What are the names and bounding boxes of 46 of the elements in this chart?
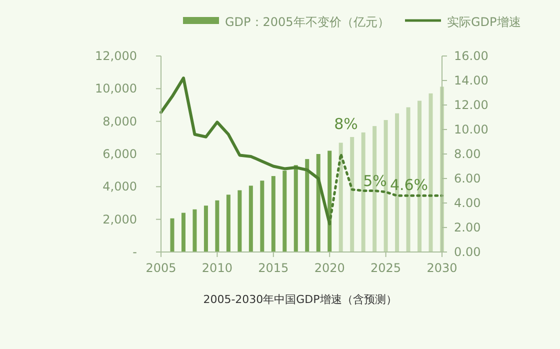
y-tick-label: 12,000 [95,49,137,63]
annotation: 5% [363,172,387,190]
bar [271,176,276,252]
bar [204,206,208,252]
y2-tick-label: 16.00 [454,49,488,63]
y-tick-label: 2,000 [102,212,137,226]
y2-tick-label: 8.00 [454,147,481,161]
x-tick-label: 2010 [202,261,232,275]
bar [181,212,186,252]
bar [294,165,298,252]
y-tick-label: 10,000 [95,82,137,96]
x-tick-label: 2020 [314,261,345,275]
x-tick-label: 2005 [146,261,176,275]
legend-label: 实际GDP增速 [447,15,521,29]
y-tick-label: 8,000 [102,114,137,128]
bar [248,186,253,252]
annotation: 8% [334,115,358,133]
y2-tick-label: 6.00 [454,172,481,186]
x-tick-label: 2015 [258,261,289,275]
bar [316,154,320,252]
bar [215,200,220,252]
bar [350,137,354,252]
y2-tick-label: 0.00 [454,245,481,259]
annotation: 4.6% [390,176,428,194]
y2-tick-label: 2.00 [454,220,481,234]
bar [192,209,197,252]
y2-tick-label: 12.00 [454,98,488,112]
y2-tick-label: 14.00 [454,74,488,88]
bar [282,170,287,252]
bar [338,142,343,252]
y-tick-label: 6,000 [102,147,137,161]
y-tick-label: 4,000 [102,180,137,194]
bar [305,159,310,252]
bar [260,180,264,252]
bar [361,132,366,252]
x-tick-label: 2025 [370,261,402,275]
bar [170,218,174,252]
y2-tick-label: 10.00 [454,122,488,136]
bar [238,190,242,252]
y-tick-label: - [132,245,137,259]
y2-tick-label: 4.00 [454,196,481,210]
text: 2005-2030年中国GDP增速（含预测） [203,293,397,306]
legend-label: GDP：2005年不变价（亿元） [225,15,390,29]
bar [428,93,433,252]
x-tick-label: 2030 [426,261,458,275]
bar [226,194,230,252]
